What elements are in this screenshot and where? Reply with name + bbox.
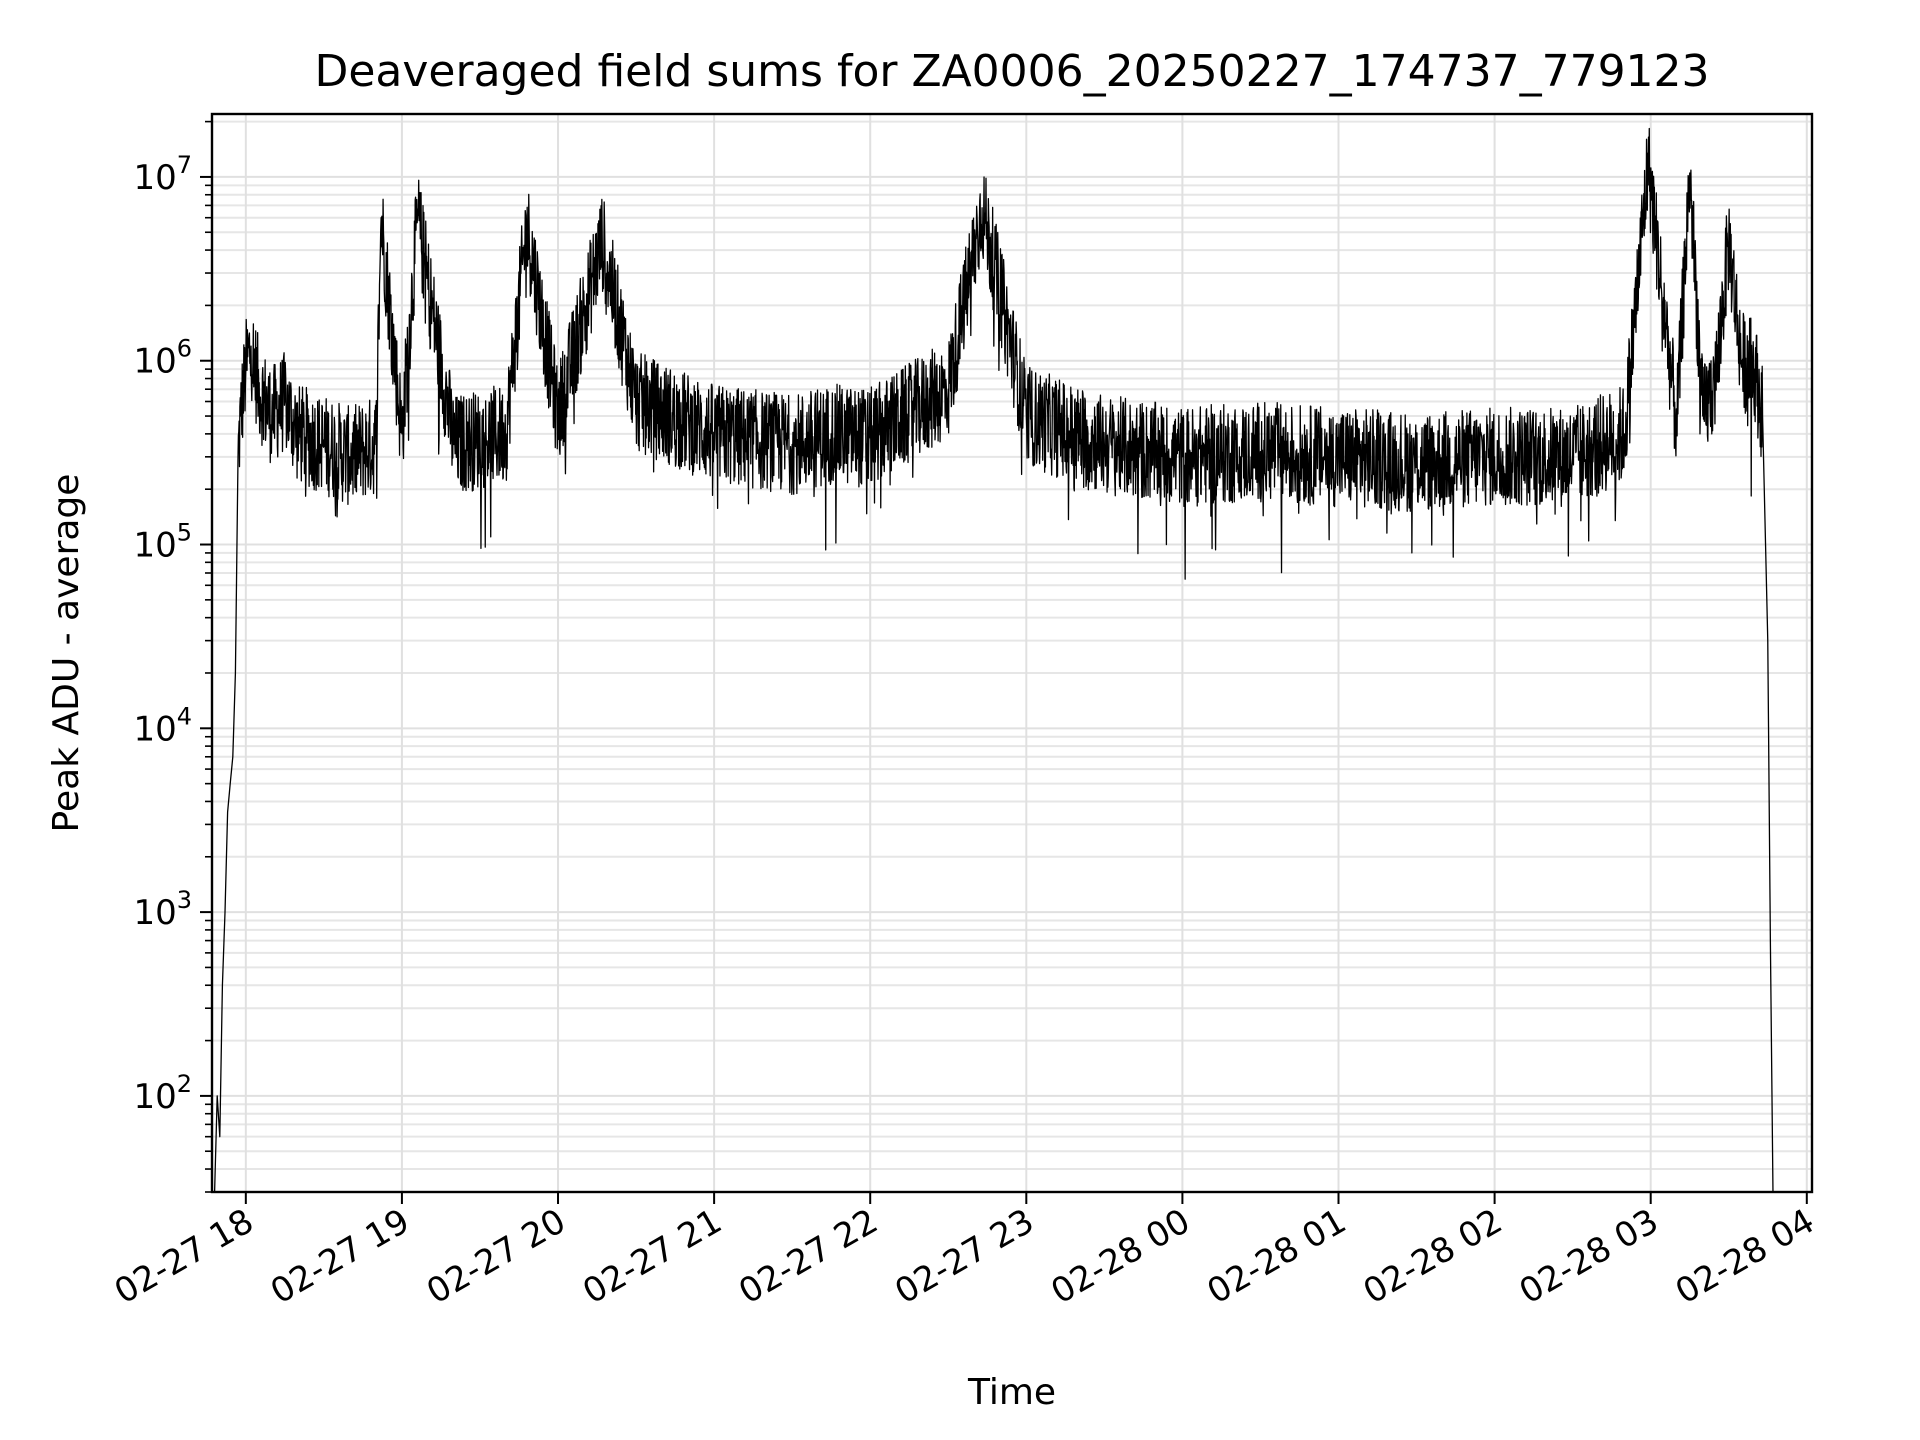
y-tick-label-exponent: 6 <box>177 335 192 363</box>
plot-frame <box>210 112 1814 1194</box>
minor-grid <box>212 120 1812 1193</box>
y-tick-label-exponent: 2 <box>177 1070 192 1098</box>
y-tick-label-base: 10 <box>133 158 176 198</box>
y-tick-label: 107 <box>133 151 192 198</box>
y-tick-label: 104 <box>133 702 192 749</box>
y-tick-label: 103 <box>133 886 192 933</box>
y-tick-label-base: 10 <box>133 709 176 749</box>
series-line <box>213 127 1774 1193</box>
y-tick-label-exponent: 5 <box>177 519 192 547</box>
y-tick-label-base: 10 <box>133 342 176 382</box>
y-tick-label-base: 10 <box>133 1077 176 1117</box>
y-tick-label: 105 <box>133 519 192 566</box>
y-tick-label: 106 <box>133 335 192 382</box>
y-tick-label-exponent: 7 <box>177 151 192 179</box>
y-tick-label-base: 10 <box>133 526 176 566</box>
y-axis-label: Peak ADU - average <box>46 474 87 833</box>
chart-title: Deaveraged field sums for ZA0006_2025022… <box>314 46 1709 97</box>
x-axis-label: Time <box>967 1372 1056 1413</box>
series-layer <box>213 127 1774 1193</box>
y-tick-label-exponent: 3 <box>177 886 192 914</box>
y-tick-label-base: 10 <box>133 893 176 933</box>
y-tick-label-exponent: 4 <box>177 702 192 730</box>
y-tick-label: 102 <box>133 1070 192 1117</box>
